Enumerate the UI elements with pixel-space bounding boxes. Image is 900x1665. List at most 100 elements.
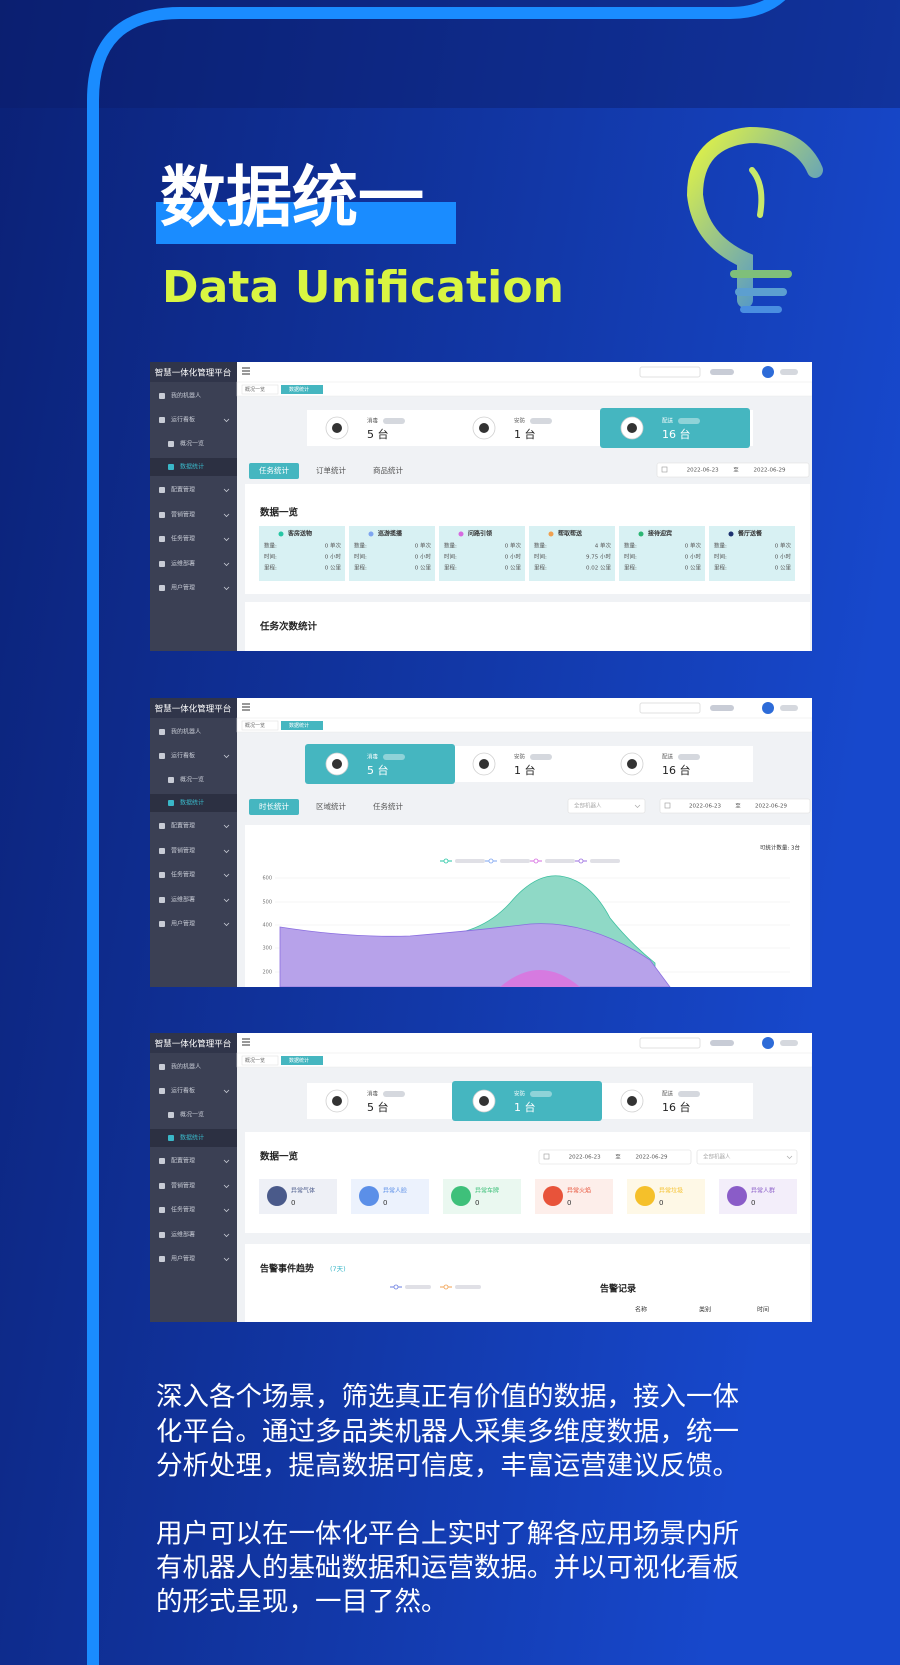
app-title: 智慧一体化管理平台 bbox=[155, 704, 232, 715]
alarm-icon bbox=[267, 1186, 287, 1206]
menu-caret bbox=[223, 488, 230, 493]
tab: 区域统计 bbox=[316, 801, 346, 811]
avatar bbox=[762, 1037, 774, 1049]
legend-text-blur bbox=[405, 1285, 431, 1289]
card-label: 配送 bbox=[662, 1090, 674, 1098]
menu-item: 配置管理 bbox=[171, 486, 195, 494]
alarm-icon bbox=[727, 1186, 747, 1206]
stat-name: 问路引领 bbox=[468, 530, 492, 538]
menu-icon bbox=[168, 441, 174, 447]
card-value: 5 台 bbox=[367, 763, 389, 777]
menu-icon bbox=[159, 561, 165, 567]
card-active bbox=[305, 744, 455, 784]
stat-value: 0 公里 bbox=[505, 565, 522, 572]
date-text: 2022-06-29 bbox=[753, 468, 785, 474]
stat-name: 巡游揽播 bbox=[377, 530, 403, 538]
menu-caret bbox=[223, 537, 230, 542]
card-name-blur bbox=[530, 1091, 552, 1097]
title: 数据统一 bbox=[160, 159, 424, 236]
select-caret bbox=[634, 804, 641, 808]
menu-icon bbox=[168, 464, 174, 470]
menu-item: 用户管理 bbox=[171, 920, 195, 928]
stat-value: 0 单次 bbox=[775, 542, 792, 550]
date-text: 2022-06-23 bbox=[569, 1155, 601, 1161]
alarm-value: 0 bbox=[659, 1199, 663, 1207]
menu-icon bbox=[159, 897, 165, 903]
stat-value: 0 公里 bbox=[685, 565, 702, 572]
stat-name: 餐厅送餐 bbox=[737, 530, 763, 538]
menu-item: 我的机器人 bbox=[171, 1063, 201, 1071]
date-range bbox=[659, 798, 811, 814]
stat-label: 数量: bbox=[444, 542, 457, 550]
title-highlight bbox=[156, 202, 456, 244]
stat-value: 0 单次 bbox=[325, 542, 342, 550]
card-name-blur bbox=[530, 754, 552, 760]
menu-item: 营销管理 bbox=[171, 847, 195, 855]
stat-value: 9.75 小时 bbox=[586, 553, 611, 561]
menu-item: 数据统计 bbox=[180, 1134, 204, 1142]
select-text: 全部机器人 bbox=[574, 802, 602, 810]
menu-item: 运行看板 bbox=[171, 1087, 195, 1095]
alarm-name: 异常车牌 bbox=[475, 1187, 499, 1195]
card-value: 5 台 bbox=[367, 427, 389, 441]
stat-dot bbox=[458, 531, 464, 537]
menu-icon bbox=[159, 487, 165, 493]
sidebar bbox=[150, 1033, 237, 1322]
stat-value: 0 小时 bbox=[775, 553, 792, 561]
breadcrumb-text: 概况一览 bbox=[245, 1057, 265, 1064]
menu-item: 运行看板 bbox=[171, 752, 195, 760]
screen-content: 智慧一体化管理平台我的机器人运行看板概况一览数据统计配置管理营销管理任务管理运维… bbox=[150, 362, 812, 651]
date-text: 至 bbox=[615, 1154, 621, 1161]
tab: 任务统计 bbox=[259, 465, 289, 475]
date-icon bbox=[664, 802, 671, 809]
stat-label: 里程: bbox=[714, 564, 727, 572]
count-label: 可统计数量: 3台 bbox=[760, 844, 801, 852]
menu-active-bg bbox=[150, 794, 237, 812]
legend-dot bbox=[443, 1284, 449, 1290]
body-text: 用户可以在一体化平台上实时了解各应用场景内所 bbox=[156, 1519, 739, 1550]
stat-value: 0 公里 bbox=[325, 565, 342, 572]
menu-icon bbox=[159, 1232, 165, 1238]
card-icon-inner bbox=[479, 423, 489, 433]
stat-box bbox=[709, 526, 795, 581]
menu-icon bbox=[159, 536, 165, 542]
stat-value: 0 小时 bbox=[505, 553, 522, 561]
card-icon-inner bbox=[479, 759, 489, 769]
stat-value: 0 小时 bbox=[685, 553, 702, 561]
menu-caret bbox=[223, 586, 230, 591]
card-value: 16 台 bbox=[662, 763, 691, 777]
legend-text-blur bbox=[455, 859, 485, 863]
avatar-extra bbox=[780, 1040, 798, 1046]
stat-value: 0 公里 bbox=[415, 565, 432, 572]
sidebar-header bbox=[150, 698, 237, 718]
breadcrumb-text: 数据统计 bbox=[289, 386, 309, 393]
stat-value: 0 公里 bbox=[775, 565, 792, 572]
legend-text-blur bbox=[500, 859, 530, 863]
breadcrumb-tag bbox=[241, 720, 279, 731]
column-header: 时间 bbox=[757, 1306, 769, 1314]
header-select bbox=[639, 702, 701, 714]
column-header: 名称 bbox=[635, 1306, 647, 1314]
menu-icon bbox=[168, 1112, 174, 1118]
records-title: 告警记录 bbox=[600, 1283, 636, 1295]
card-icon-inner bbox=[332, 759, 342, 769]
header-select bbox=[639, 366, 701, 378]
breadcrumb-tag-active bbox=[281, 385, 323, 394]
stat-value: 0 小时 bbox=[415, 553, 432, 561]
menu-item: 运行看板 bbox=[171, 416, 195, 424]
stat-label: 里程: bbox=[534, 564, 547, 572]
menu-item: 用户管理 bbox=[171, 584, 195, 592]
breadcrumb-tag bbox=[241, 1055, 279, 1066]
menu-caret bbox=[223, 1184, 230, 1189]
stat-name: 接待迎宾 bbox=[647, 530, 672, 538]
stat-label: 时间: bbox=[624, 553, 637, 561]
menu-item: 概况一览 bbox=[180, 1111, 204, 1119]
avatar-extra bbox=[780, 369, 798, 375]
area-purple bbox=[279, 923, 671, 987]
card-icon-inner bbox=[479, 1096, 489, 1106]
legend-dot bbox=[443, 858, 449, 864]
card-label: 安防 bbox=[514, 753, 526, 761]
menu-item: 营销管理 bbox=[171, 1182, 195, 1190]
card-name-blur bbox=[678, 418, 700, 424]
